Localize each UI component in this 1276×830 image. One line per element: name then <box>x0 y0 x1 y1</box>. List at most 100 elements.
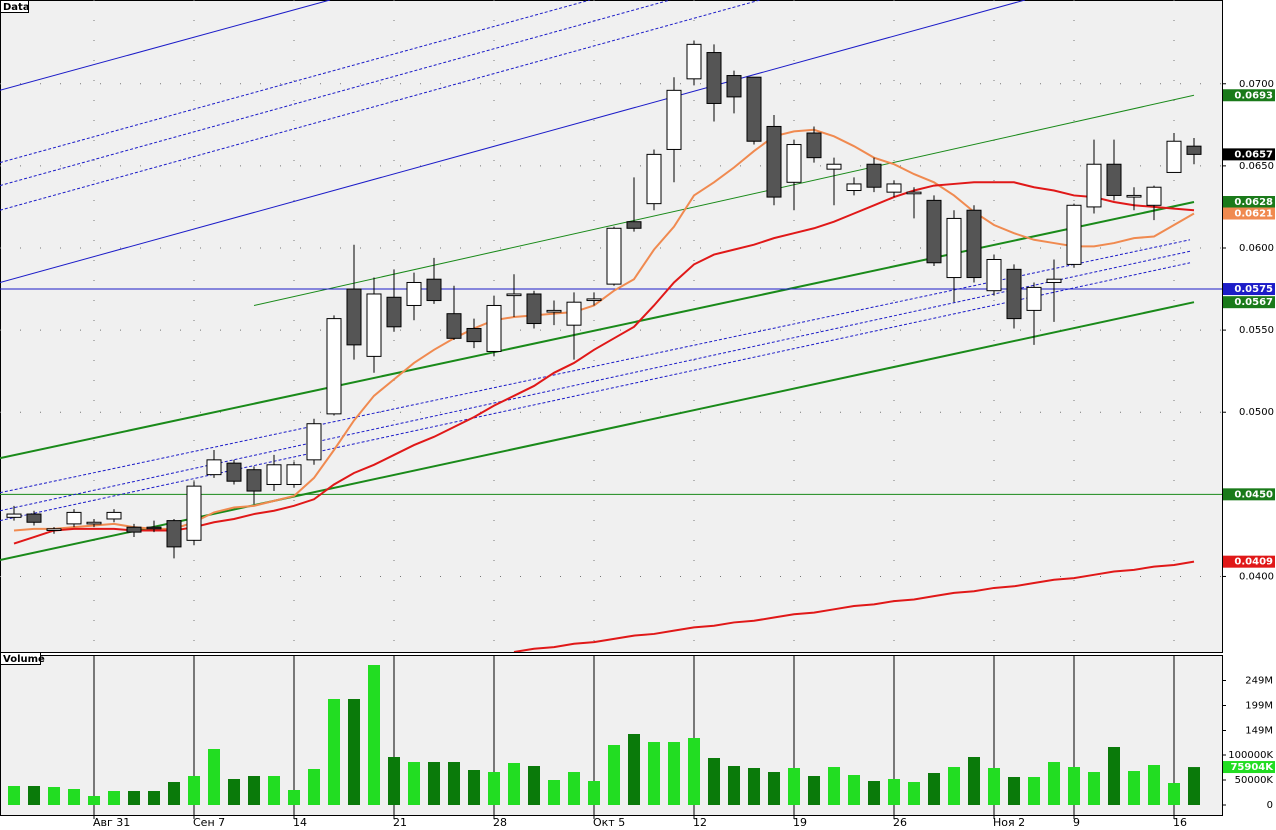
volume-bar <box>668 742 680 805</box>
volume-bar <box>308 769 320 805</box>
volume-bar <box>8 786 20 805</box>
moving-average <box>513 560 1195 652</box>
trendline <box>0 201 1195 460</box>
moving-average <box>13 128 1195 532</box>
volume-bar <box>768 772 780 805</box>
candle-body <box>46 528 62 531</box>
volume-bar <box>968 757 980 805</box>
candle-body <box>746 76 762 142</box>
candle-body <box>586 298 602 302</box>
candle-body <box>306 423 322 461</box>
volume-bar <box>1148 765 1160 805</box>
candle-body <box>326 318 342 415</box>
candle-body <box>146 526 162 530</box>
volume-bar <box>928 773 940 805</box>
price-marker <box>1223 761 1275 774</box>
panel-title: Data <box>3 2 30 13</box>
x-tick-label: Авг 31 <box>93 816 130 829</box>
volume-bar <box>408 762 420 805</box>
volume-bar <box>268 776 280 805</box>
volume-bar <box>888 779 900 805</box>
candle-body <box>706 52 722 104</box>
volume-bar <box>28 786 40 805</box>
price-marker <box>1223 89 1275 102</box>
y-tick-label: 0.0500 <box>1239 407 1274 418</box>
trendline <box>0 0 671 187</box>
y-tick-label: 199M <box>1245 701 1273 712</box>
volume-bar <box>728 766 740 805</box>
price-marker <box>1223 296 1275 309</box>
trendline <box>0 262 1191 522</box>
volume-bar <box>1008 777 1020 805</box>
volume-bar <box>988 768 1000 805</box>
candle-body <box>1026 286 1042 311</box>
candle-body <box>66 511 82 525</box>
y-tick-label: 0.0700 <box>1239 79 1274 90</box>
volume-bar <box>128 791 140 805</box>
panel-title-box <box>0 652 41 665</box>
candle-body <box>646 153 662 205</box>
volume-bar <box>148 791 160 805</box>
candle-body <box>6 513 22 518</box>
volume-bar <box>228 779 240 805</box>
volume-bar <box>788 768 800 805</box>
y-tick-label: 0.0400 <box>1239 571 1274 582</box>
candle-body <box>606 227 622 285</box>
candle-body <box>866 163 882 188</box>
price-marker-label: 0.0621 <box>1234 209 1273 220</box>
candle-body <box>446 313 462 339</box>
candle-body <box>566 301 582 326</box>
volume-bar <box>808 776 820 805</box>
volume-bar <box>468 770 480 805</box>
x-tick-label: 21 <box>393 816 407 829</box>
volume-bar <box>528 766 540 805</box>
candle-body <box>966 209 982 279</box>
candle-body <box>386 296 402 328</box>
volume-bar <box>1048 762 1060 805</box>
candle-body <box>86 521 102 525</box>
volume-bar <box>328 699 340 805</box>
price-marker <box>1223 555 1275 568</box>
volume-bar <box>208 749 220 805</box>
candle-body <box>186 485 202 541</box>
candle-body <box>26 513 42 523</box>
volume-bar <box>1028 777 1040 805</box>
candle-body <box>886 183 902 193</box>
volume-bar <box>348 699 360 805</box>
trendline <box>0 0 761 211</box>
volume-bar <box>68 789 80 805</box>
y-tick-label: 249M <box>1245 676 1273 687</box>
x-tick-label: Сен 7 <box>193 816 225 829</box>
candle-body <box>766 125 782 198</box>
candle-body <box>506 293 522 297</box>
candle-body <box>946 217 962 279</box>
candle-body <box>526 293 542 325</box>
candle-body <box>166 520 182 548</box>
price-marker <box>1223 196 1275 209</box>
candle-body <box>346 288 362 346</box>
volume-bar <box>1128 771 1140 805</box>
price-marker-label: 0.0575 <box>1234 284 1273 295</box>
volume-bar <box>748 768 760 805</box>
candle-body <box>1066 204 1082 265</box>
candle-body <box>926 199 942 264</box>
price-marker-label: 75904K <box>1230 762 1274 773</box>
y-tick-label: 100000K <box>1228 750 1273 761</box>
candle-body <box>1086 163 1102 208</box>
volume-bar <box>168 782 180 805</box>
volume-bar <box>568 772 580 805</box>
volume-bar <box>1188 767 1200 805</box>
trendline <box>0 239 1191 494</box>
x-tick-label: 28 <box>493 816 507 829</box>
candle-body <box>246 469 262 492</box>
volume-bar <box>188 776 200 805</box>
candle-body <box>906 191 922 195</box>
candle-body <box>366 293 382 357</box>
candle-body <box>786 144 802 183</box>
volume-bar <box>588 781 600 805</box>
candle-body <box>846 183 862 192</box>
price-plot <box>0 0 1222 652</box>
candle-body <box>1126 194 1142 198</box>
